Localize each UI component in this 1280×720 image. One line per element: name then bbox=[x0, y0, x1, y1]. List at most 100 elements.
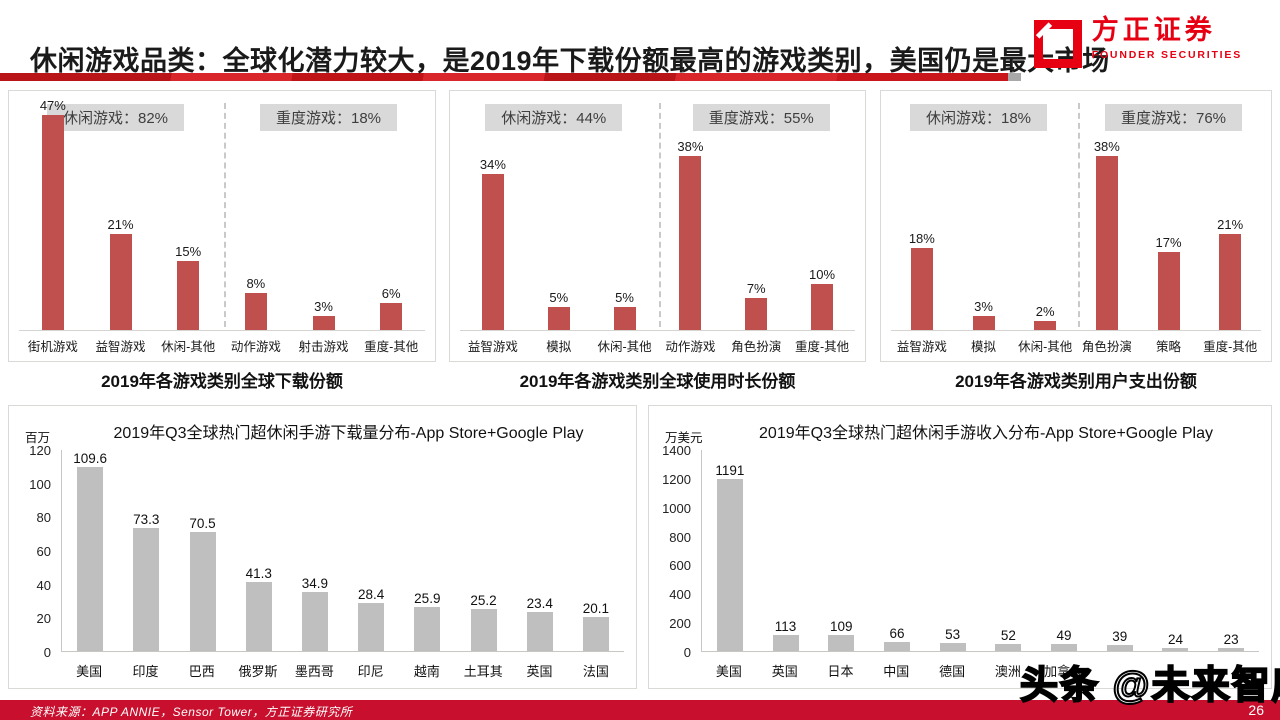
group-badge-half: 休闲游戏：82% bbox=[9, 104, 222, 131]
bar-value-label: 23.4 bbox=[526, 595, 553, 611]
bar-value-label: 38% bbox=[1093, 139, 1120, 154]
group-badge-half: 重度游戏：55% bbox=[658, 104, 866, 131]
x-axis-label: 益智游戏 bbox=[896, 340, 947, 354]
title-divider-bar bbox=[0, 73, 1008, 81]
x-axis-label: 美国 bbox=[715, 664, 742, 679]
bar-slot: 49 bbox=[1036, 450, 1092, 651]
y-axis-tick-label: 200 bbox=[669, 616, 691, 632]
x-axis-label: 射击游戏 bbox=[298, 340, 349, 354]
bar-value-label: 7% bbox=[746, 281, 766, 296]
x-axis-label: 俄罗斯 bbox=[238, 664, 278, 679]
chart-panel-downloads-by-country: 2019年Q3全球热门超休闲手游下载量分布-App Store+Google P… bbox=[8, 405, 637, 689]
plot-area: 47% 21% 15% 8% 3% 6% bbox=[19, 92, 425, 331]
bar-slot: 23.4 bbox=[512, 450, 568, 651]
bar bbox=[716, 479, 743, 651]
bar-slot: 1191 bbox=[702, 450, 758, 651]
bar-value-label: 10% bbox=[809, 267, 836, 282]
bar-slot: 47% bbox=[19, 92, 87, 330]
bar-slot: 38% bbox=[1076, 92, 1138, 330]
y-axis-tick-label: 600 bbox=[669, 558, 691, 574]
bar-value-label: 25.9 bbox=[414, 591, 441, 607]
y-axis-tick-label: 1400 bbox=[662, 443, 691, 458]
bar-slot: 41.3 bbox=[231, 450, 287, 651]
data-source-note: 资料来源：APP ANNIE，Sensor Tower，方正证券研究所 bbox=[30, 705, 353, 719]
bar bbox=[41, 115, 64, 330]
group-divider-dashed-line bbox=[659, 103, 662, 327]
bar-slot: 18% bbox=[891, 92, 953, 330]
bar-value-label: 6% bbox=[381, 286, 401, 301]
chart-title: 2019年Q3全球热门超休闲手游收入分布-App Store+Google Pl… bbox=[759, 425, 1213, 442]
bar-slot: 66 bbox=[869, 450, 925, 651]
x-axis-label: 加拿大 bbox=[1044, 664, 1084, 679]
bar-value-label: 109 bbox=[829, 619, 853, 635]
x-axis-label: 策略 bbox=[1156, 340, 1182, 354]
logo-text: 方正证券 FOUNDER SECURITIES bbox=[1091, 15, 1242, 61]
group-share-badge: 重度游戏：18% bbox=[259, 104, 398, 131]
bar bbox=[312, 316, 335, 330]
x-axis-labels-row: 益智游戏 模拟 休闲-其他 动作游戏 角色扮演 重度-其他 bbox=[460, 336, 855, 355]
chart-panel-spend-share: 休闲游戏：18% 重度游戏：76% 18% 3% 2% 38% 17% 21% 益智游戏 模拟 休闲… bbox=[880, 90, 1272, 362]
x-axis-label: 模拟 bbox=[546, 340, 572, 354]
y-axis-tick-label: 800 bbox=[669, 529, 691, 545]
bar-slot: 24 bbox=[1148, 450, 1204, 651]
bar bbox=[481, 174, 504, 330]
bar bbox=[189, 532, 216, 651]
x-axis-label: 动作游戏 bbox=[665, 340, 716, 354]
chart-panel-revenue-by-country: 2019年Q3全球热门超休闲手游收入分布-App Store+Google Pl… bbox=[648, 405, 1272, 689]
bar-value-label: 3% bbox=[314, 299, 333, 314]
x-axis-label: 休闲-其他 bbox=[161, 340, 216, 354]
logo-name-en: FOUNDER SECURITIES bbox=[1091, 48, 1242, 61]
x-axis-label: 角色扮演 bbox=[731, 340, 782, 354]
group-badge-half: 休闲游戏：18% bbox=[881, 104, 1076, 131]
bar-value-label: 52 bbox=[1000, 627, 1016, 643]
bar-value-label: 2% bbox=[1035, 304, 1055, 319]
group-share-badge: 休闲游戏：44% bbox=[485, 104, 623, 131]
bar bbox=[1106, 645, 1133, 651]
bar-slot: 8% bbox=[222, 92, 290, 330]
bar bbox=[244, 293, 267, 330]
x-axis-label: 德国 bbox=[939, 664, 966, 679]
bar-slot: 25.9 bbox=[399, 450, 455, 651]
bar-value-label: 18% bbox=[908, 231, 935, 246]
bar-slot: 28.4 bbox=[343, 450, 399, 651]
y-axis-tick-label: 100 bbox=[29, 476, 51, 492]
group-badge-half: 休闲游戏：44% bbox=[450, 104, 658, 131]
bar-slot: 73.3 bbox=[118, 450, 174, 651]
y-axis: 0 20 40 60 80 100 120 bbox=[9, 443, 59, 660]
bar-value-label: 23 bbox=[1223, 631, 1239, 647]
bar-value-label: 38% bbox=[677, 139, 704, 154]
bar bbox=[679, 156, 702, 330]
x-axis-label: 休闲-其他 bbox=[1018, 340, 1073, 354]
bar-slot: 7% bbox=[723, 92, 789, 330]
x-axis-label: 中国 bbox=[883, 664, 910, 679]
x-axis-labels-row: 美国 印度 巴西 俄罗斯 墨西哥 印尼 越南 土耳其 英国 法国 bbox=[61, 661, 624, 680]
logo-name-cn: 方正证券 bbox=[1091, 15, 1216, 45]
bar-value-label: 39 bbox=[1112, 629, 1128, 645]
bar bbox=[301, 592, 328, 651]
x-axis-label: 法国 bbox=[582, 664, 609, 679]
bar-slot: 34% bbox=[460, 92, 526, 330]
bar bbox=[772, 634, 799, 651]
x-axis-label: 角色扮演 bbox=[1081, 340, 1132, 354]
bar-slot: 21% bbox=[87, 92, 155, 330]
x-axis-label: 重度-其他 bbox=[364, 340, 419, 354]
x-axis-label: 澳洲 bbox=[994, 664, 1021, 679]
plot-area: 18% 3% 2% 38% 17% 21% bbox=[891, 92, 1261, 331]
chart-caption-spend-share: 2019年各游戏类别用户支出份额 bbox=[955, 372, 1197, 391]
x-axis-label: 益智游戏 bbox=[467, 340, 518, 354]
group-share-badge: 重度游戏：55% bbox=[692, 104, 830, 131]
bar bbox=[526, 611, 553, 651]
y-axis-tick-label: 40 bbox=[36, 577, 51, 593]
group-divider-dashed-line bbox=[223, 103, 226, 327]
bar-value-label: 49 bbox=[1056, 627, 1072, 643]
bar bbox=[745, 298, 768, 330]
x-axis-label: 街机游戏 bbox=[27, 340, 78, 354]
y-axis-unit-label: 万美元 bbox=[665, 431, 703, 445]
x-axis-label: 巴西 bbox=[188, 664, 215, 679]
page-number: 26 bbox=[1248, 702, 1264, 718]
bar-value-label: 53 bbox=[945, 627, 961, 643]
page-title: 休闲游戏品类：全球化潜力较大，是2019年下载份额最高的游戏类别，美国仍是最大市… bbox=[30, 46, 1110, 77]
y-axis-tick-label: 120 bbox=[29, 443, 51, 458]
y-axis-tick-label: 0 bbox=[683, 645, 691, 660]
bar bbox=[1162, 647, 1189, 651]
